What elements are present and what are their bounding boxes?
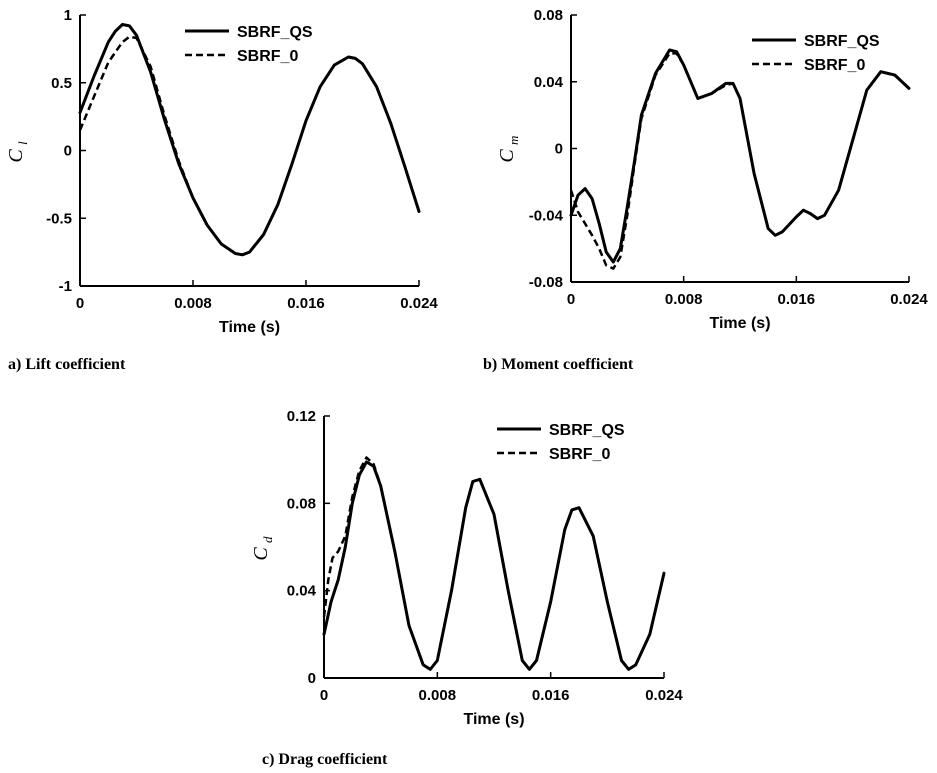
x-tick-label: 0.016 <box>532 687 570 704</box>
legend: SBRF_QS SBRF_0 <box>185 24 313 65</box>
legend-label: SBRF_0 <box>549 446 610 463</box>
series-line-sbrf-0 <box>78 35 421 257</box>
y-tick-label: -0.04 <box>529 207 564 224</box>
x-axis-title: Time (s) <box>219 319 280 336</box>
x-tick-label: 0.024 <box>890 291 928 308</box>
x-tick-label: 0 <box>320 687 328 704</box>
y-tick-label: 0.08 <box>534 7 563 24</box>
drag-coefficient-chart: 0 0.008 0.016 0.024 0.12 0.08 0.04 0 Time (s) Cd S… <box>250 408 683 768</box>
chart-caption: b) Moment coefficient <box>483 356 634 373</box>
legend: SBRF_QS SBRF_0 <box>497 422 625 463</box>
x-tick-label: 0.024 <box>400 295 438 312</box>
x-axis-title: Time (s) <box>463 711 524 728</box>
y-tick-label: 0.5 <box>51 75 72 92</box>
legend-label: SBRF_QS <box>804 33 880 50</box>
x-tick-label: 0 <box>567 291 575 308</box>
y-tick-label: 0.04 <box>534 74 564 91</box>
x-tick-label: 0.016 <box>287 295 325 312</box>
y-axis-title-main: C <box>496 149 518 163</box>
y-tick-label: 0.04 <box>287 583 317 600</box>
y-tick-label: 0 <box>555 141 563 158</box>
series-line-sbrf-qs <box>78 23 421 257</box>
x-tick-label: 0.008 <box>419 687 457 704</box>
y-tick-label: 0 <box>64 143 72 160</box>
y-tick-label: -0.08 <box>529 274 563 291</box>
legend-label: SBRF_QS <box>549 422 625 439</box>
series-line-sbrf-qs <box>322 460 666 671</box>
chart-caption: a) Lift coefficient <box>8 356 126 373</box>
chart-caption: c) Drag coefficient <box>262 751 388 768</box>
y-axis-title-main: C <box>250 547 272 561</box>
series-line-sbrf-qs <box>569 48 911 264</box>
x-tick-label: 0.008 <box>174 295 212 312</box>
x-tick-label: 0.008 <box>665 291 703 308</box>
legend-label: SBRF_QS <box>237 24 313 41</box>
moment-coefficient-chart: 0 0.008 0.016 0.024 0.08 0.04 0 -0.04 -0.08 Time … <box>483 7 928 373</box>
x-tick-label: 0.024 <box>645 687 683 704</box>
y-tick-label: -1 <box>59 278 72 295</box>
y-tick-label: 1 <box>64 7 72 24</box>
y-tick-label: 0.08 <box>287 495 316 512</box>
y-axis-title-subscript: d <box>260 536 275 543</box>
x-axis-title: Time (s) <box>709 315 770 332</box>
lift-coefficient-chart: 0 0.008 0.016 0.024 1 0.5 0 -0.5 -1 Time (s) Cl SBR… <box>5 7 438 373</box>
y-axis-title-main: C <box>5 149 27 163</box>
y-tick-label: -0.5 <box>46 210 72 227</box>
y-axis-title: Cl <box>5 141 30 163</box>
legend-label: SBRF_0 <box>237 48 298 65</box>
y-tick-label: 0.12 <box>287 408 316 425</box>
legend: SBRF_QS SBRF_0 <box>752 33 880 74</box>
y-axis-title-subscript: l <box>15 141 30 145</box>
x-tick-label: 0 <box>76 295 84 312</box>
y-axis-title: Cm <box>496 136 521 163</box>
series-line-sbrf-0 <box>322 456 666 671</box>
legend-label: SBRF_0 <box>804 57 865 74</box>
x-tick-label: 0.016 <box>778 291 816 308</box>
y-axis-title-subscript: m <box>506 136 521 145</box>
y-tick-label: 0 <box>308 670 316 687</box>
y-axis-title: Cd <box>250 536 275 561</box>
series-line-sbrf-0 <box>569 52 910 270</box>
